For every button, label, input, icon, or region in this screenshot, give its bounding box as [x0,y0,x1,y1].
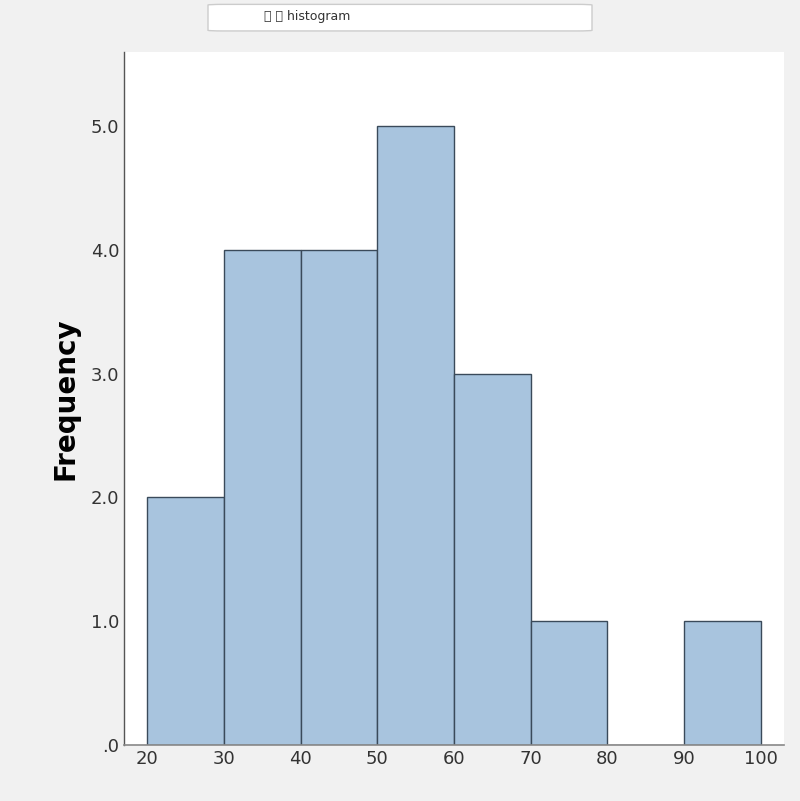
Bar [147,497,224,745]
Text: 🔍 🔒 histogram: 🔍 🔒 histogram [264,10,350,22]
Y-axis label: Frequency: Frequency [51,317,79,480]
Bar [530,622,607,745]
Bar [684,622,761,745]
Bar [454,374,530,745]
Bar [301,250,378,745]
Bar [378,127,454,745]
FancyBboxPatch shape [208,4,592,31]
Bar [224,250,301,745]
